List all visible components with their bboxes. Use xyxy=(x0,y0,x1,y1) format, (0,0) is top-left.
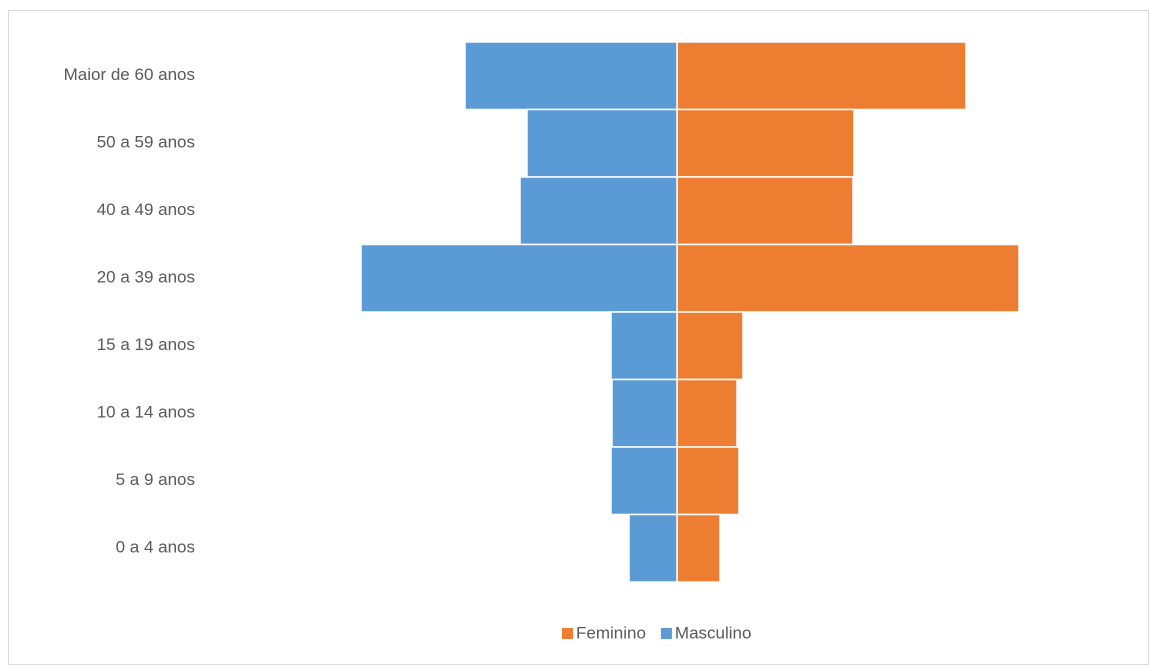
y-tick-label: 5 a 9 anos xyxy=(116,470,195,489)
bar xyxy=(676,446,740,516)
y-tick-label: Maior de 60 anos xyxy=(64,65,195,84)
y-tick-label: 15 a 19 anos xyxy=(97,335,195,354)
bar xyxy=(676,243,1020,313)
bar xyxy=(676,311,744,381)
y-tick-label: 20 a 39 anos xyxy=(97,268,195,287)
legend-swatch xyxy=(660,628,672,639)
legend-swatch xyxy=(562,628,573,639)
bar xyxy=(676,176,854,246)
legend-label: Masculino xyxy=(675,623,752,642)
legend-label: Feminino xyxy=(576,623,646,642)
bar xyxy=(676,108,855,178)
y-tick-label: 50 a 59 anos xyxy=(97,133,195,152)
y-tick-label: 10 a 14 anos xyxy=(97,403,195,422)
bar xyxy=(519,176,678,246)
bar xyxy=(628,513,678,583)
bar xyxy=(526,108,678,178)
bar xyxy=(676,378,738,448)
bar xyxy=(676,41,967,111)
y-tick-label: 40 a 49 anos xyxy=(97,200,195,219)
bar xyxy=(360,243,678,313)
bar xyxy=(610,446,678,516)
bar xyxy=(611,378,678,448)
y-tick-label: 0 a 4 anos xyxy=(116,538,195,557)
bar xyxy=(676,513,721,583)
bar xyxy=(610,311,678,381)
bar xyxy=(464,41,678,111)
